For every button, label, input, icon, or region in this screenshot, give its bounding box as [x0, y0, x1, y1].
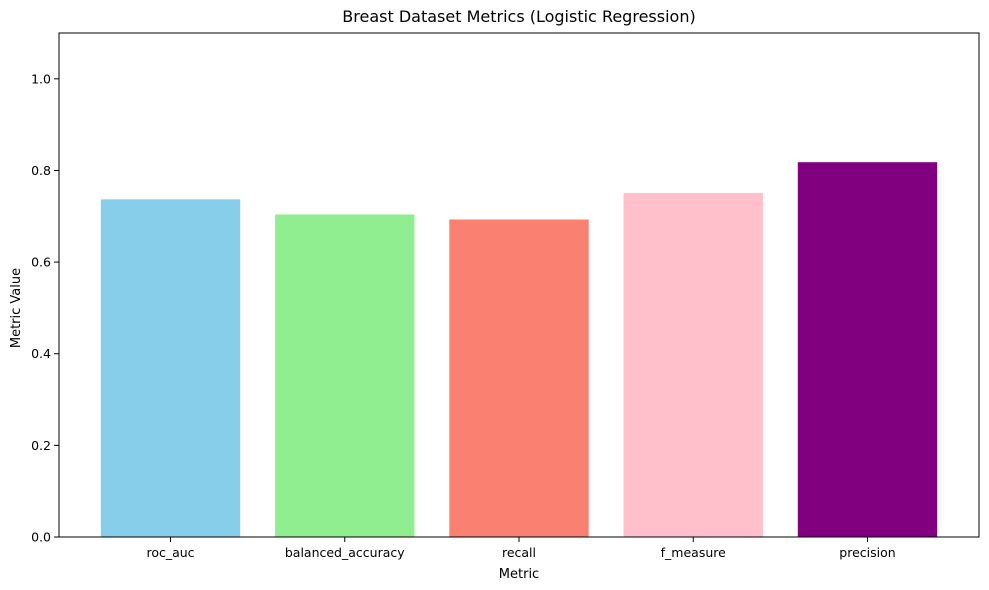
- x-axis-label: Metric: [499, 567, 539, 582]
- bar-roc_auc: [100, 199, 241, 537]
- y-tick-label: 0.6: [31, 255, 51, 270]
- x-tick-label: precision: [839, 545, 895, 560]
- bar-recall: [449, 219, 589, 538]
- y-axis-label: Metric Value: [9, 268, 24, 348]
- chart-title: Breast Dataset Metrics (Logistic Regress…: [342, 7, 695, 26]
- bars-group: [100, 162, 938, 538]
- bar-precision: [797, 162, 938, 537]
- x-tick-label: recall: [502, 545, 536, 560]
- bar-balanced_accuracy: [275, 214, 415, 537]
- y-tick-label: 0.2: [31, 438, 51, 453]
- plot-frame: [58, 32, 980, 538]
- x-tick-label: roc_auc: [146, 545, 194, 560]
- plot-area: 0.0 0.2 0.4 0.6 0.8 1.0 roc_auc balanced_accur…: [31, 32, 980, 560]
- bar-f_measure: [623, 192, 763, 537]
- x-axis-ticks: roc_auc balanced_accuracy recall f_measure p…: [146, 537, 896, 560]
- y-tick-label: 0.8: [31, 163, 51, 178]
- x-tick-label: f_measure: [661, 545, 726, 560]
- y-axis-ticks: 0.0 0.2 0.4 0.6 0.8 1.0: [31, 71, 59, 545]
- y-tick-label: 0.4: [31, 346, 51, 361]
- y-tick-label: 1.0: [31, 71, 51, 86]
- x-tick-label: balanced_accuracy: [285, 545, 405, 560]
- y-tick-label: 0.0: [31, 530, 51, 545]
